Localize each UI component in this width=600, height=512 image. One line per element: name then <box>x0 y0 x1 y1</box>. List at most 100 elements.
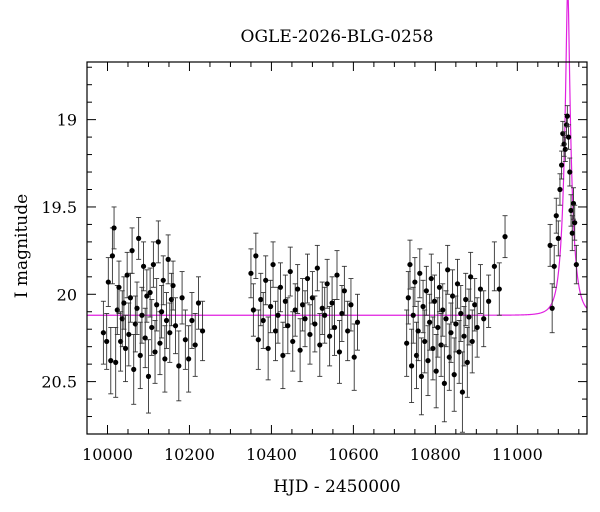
data-point <box>195 276 202 330</box>
data-marker <box>468 274 474 280</box>
data-marker <box>149 324 155 331</box>
data-point <box>280 321 286 390</box>
data-point <box>486 274 492 328</box>
data-marker <box>551 263 557 269</box>
data-point <box>122 314 129 383</box>
data-marker <box>105 279 111 285</box>
data-marker <box>557 186 563 193</box>
data-marker <box>282 298 288 304</box>
data-point <box>295 264 301 314</box>
data-point <box>268 279 274 334</box>
data-point <box>551 244 557 288</box>
data-point <box>555 220 561 257</box>
data-marker <box>189 317 195 324</box>
data-point <box>425 325 431 397</box>
data-marker <box>295 286 301 292</box>
data-point <box>277 262 284 313</box>
data-marker <box>131 366 137 372</box>
x-tick-label: 10000 <box>82 445 133 464</box>
data-point <box>186 325 192 393</box>
data-marker <box>336 349 343 355</box>
data-point <box>250 283 256 337</box>
data-point <box>160 255 166 306</box>
data-marker <box>297 347 303 353</box>
data-point <box>458 285 464 342</box>
data-point <box>431 274 438 328</box>
x-tick-label: 10600 <box>328 445 379 464</box>
data-marker <box>445 267 451 273</box>
data-point <box>435 297 441 358</box>
data-point <box>131 334 137 405</box>
data-marker <box>317 342 323 348</box>
data-point <box>456 320 462 384</box>
data-point <box>477 264 484 314</box>
data-marker <box>425 358 431 364</box>
data-marker <box>172 323 179 329</box>
data-point <box>287 246 293 297</box>
data-marker <box>182 337 188 343</box>
data-point <box>285 297 291 355</box>
data-point <box>124 251 130 299</box>
x-tick-label: 10800 <box>410 445 461 464</box>
data-marker <box>440 307 446 313</box>
data-point <box>129 227 135 274</box>
data-marker <box>568 207 574 214</box>
data-point <box>412 257 418 307</box>
data-point <box>327 306 333 367</box>
data-marker <box>564 113 570 119</box>
data-point <box>418 337 425 416</box>
data-point <box>547 223 553 267</box>
data-marker <box>134 305 140 311</box>
data-marker <box>152 349 158 355</box>
data-marker <box>186 356 192 362</box>
data-point <box>558 150 565 180</box>
data-marker <box>549 305 555 311</box>
data-marker <box>486 298 492 304</box>
data-marker <box>407 261 413 268</box>
data-marker <box>299 302 306 308</box>
data-marker <box>491 263 497 269</box>
data-marker <box>285 323 291 329</box>
data-marker <box>290 338 296 345</box>
data-marker <box>122 345 129 352</box>
data-marker <box>170 282 176 289</box>
data-marker <box>412 279 418 285</box>
data-point <box>290 311 296 372</box>
data-point <box>314 244 320 292</box>
model-curve <box>87 0 588 316</box>
data-marker <box>404 340 410 346</box>
data-marker <box>567 169 573 175</box>
data-point <box>118 311 124 372</box>
data-point <box>192 313 198 377</box>
data-marker <box>417 270 423 276</box>
data-marker <box>292 307 298 313</box>
data-marker <box>144 293 150 299</box>
data-point <box>463 272 469 327</box>
data-point <box>255 309 261 370</box>
data-marker <box>565 134 572 140</box>
data-point <box>407 239 413 290</box>
data-marker <box>250 307 256 313</box>
data-marker <box>453 321 459 327</box>
data-marker <box>179 295 185 301</box>
data-point <box>136 216 142 260</box>
data-point <box>165 234 171 285</box>
data-point <box>312 295 318 353</box>
data-point <box>468 251 474 302</box>
data-point <box>427 293 433 351</box>
data-point <box>292 283 298 337</box>
data-point <box>158 285 165 339</box>
data-marker <box>463 296 469 303</box>
data-point <box>415 300 421 362</box>
plot-frame <box>86 61 588 435</box>
data-point <box>459 351 466 433</box>
data-marker <box>562 146 568 152</box>
data-point <box>121 276 127 330</box>
data-marker <box>422 338 428 345</box>
x-tick-label: 10200 <box>164 445 215 464</box>
data-marker <box>466 314 472 320</box>
data-marker <box>155 239 161 245</box>
data-marker <box>418 373 425 379</box>
data-point <box>334 250 340 300</box>
data-point <box>564 105 570 128</box>
